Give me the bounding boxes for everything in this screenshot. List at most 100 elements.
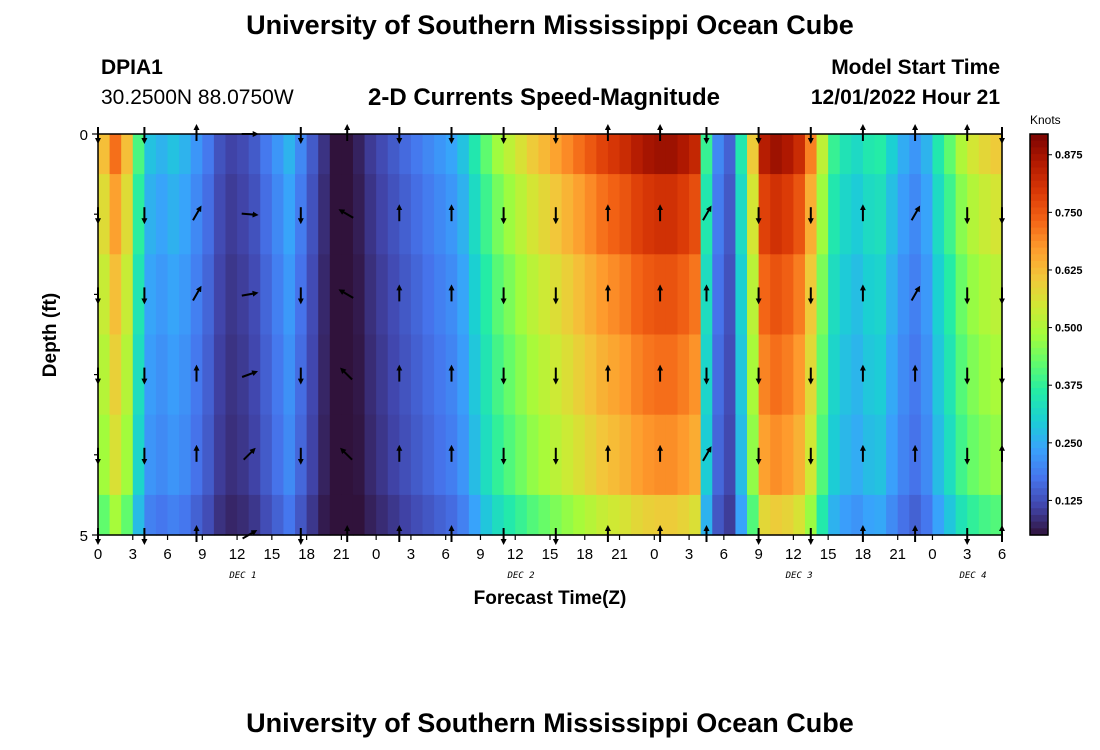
heatmap-cell (179, 494, 192, 536)
heatmap-cell (387, 494, 400, 536)
direction-arrow (338, 289, 354, 299)
direction-arrow (241, 370, 259, 378)
heatmap-cell (990, 334, 1003, 416)
colorbar-segment (1030, 294, 1048, 302)
heatmap-cell (967, 414, 980, 496)
x-tick-label: 12 (229, 546, 246, 563)
heatmap-cell (862, 134, 876, 175)
heatmap-cell (144, 254, 157, 336)
heatmap-cell (967, 134, 980, 175)
heatmap-cell (712, 174, 725, 255)
heatmap-cell (990, 494, 1003, 536)
colorbar-segment (1030, 200, 1048, 209)
heatmap-cell (758, 414, 771, 496)
colorbar-segment (1030, 220, 1048, 229)
chart-title: University of Southern Mississippi Ocean… (246, 10, 854, 40)
colorbar-segment (1030, 314, 1048, 322)
heatmap-cell (677, 174, 690, 255)
heatmap-cell (944, 174, 957, 255)
heatmap-cell (457, 254, 470, 336)
heatmap-cell (607, 334, 621, 416)
heatmap-cell (758, 334, 771, 416)
heatmap-cell (920, 494, 934, 536)
heatmap-cell (329, 254, 342, 336)
heatmap-cell (851, 414, 864, 496)
direction-arrow (340, 367, 353, 381)
heatmap-cell (816, 134, 829, 175)
colorbar-segment (1030, 147, 1048, 155)
heatmap-cell (920, 174, 934, 255)
heatmap-cell (213, 494, 227, 536)
heatmap-cell (399, 334, 412, 416)
x-tick-label: 15 (264, 546, 281, 563)
heatmap-cell (468, 414, 482, 496)
x-tick-label: 18 (298, 546, 315, 563)
heatmap-cell (770, 494, 783, 536)
heatmap-cell (202, 414, 215, 496)
heatmap-cell (167, 334, 180, 416)
colorbar-segment (1030, 307, 1048, 316)
heatmap-cell (781, 174, 794, 255)
heatmap-cell (503, 494, 516, 536)
heatmap-cell (132, 134, 145, 175)
heatmap-cell (550, 494, 563, 536)
x-tick-label: 0 (94, 546, 102, 563)
heatmap-cell (492, 134, 505, 175)
heatmap-cell (665, 414, 679, 496)
colorbar-segment (1030, 160, 1048, 169)
heatmap-cell (144, 134, 157, 175)
y-tick-label: 5 (80, 528, 88, 545)
heatmap-cell (132, 254, 145, 336)
colorbar-segment (1030, 287, 1048, 295)
heatmap-cell (793, 174, 806, 255)
heatmap-cell (410, 254, 424, 336)
heatmap-cell (758, 494, 771, 536)
heatmap-cell (770, 134, 783, 175)
colorbar-segment (1030, 321, 1048, 329)
heatmap-cell (306, 494, 319, 536)
x-tick-label: 12 (785, 546, 802, 563)
heatmap-cell (596, 494, 609, 536)
colorbar-segment (1030, 174, 1048, 182)
heatmap-cell (387, 254, 400, 336)
heatmap-cell (376, 174, 389, 255)
heatmap-cell (781, 494, 794, 536)
heatmap-cell (468, 334, 482, 416)
colorbar-segment (1030, 267, 1048, 275)
heatmap-cell (457, 174, 470, 255)
heatmap-cell (920, 134, 934, 175)
heatmap-cell (723, 494, 737, 536)
heatmap-cell (341, 134, 354, 175)
heatmap-cell (225, 254, 238, 336)
heatmap-cell (978, 254, 992, 336)
heatmap-cell (132, 334, 145, 416)
colorbar-tick-label: 0.250 (1055, 438, 1083, 450)
heatmap-cell (573, 494, 586, 536)
heatmap-cell (109, 334, 122, 416)
direction-arrow (910, 285, 921, 301)
heatmap-cell (237, 334, 250, 416)
direction-arrow (192, 285, 202, 301)
date-label: DEC 4 (958, 571, 986, 581)
heatmap-cell (712, 334, 725, 416)
heatmap-cell (990, 134, 1003, 175)
heatmap-cell (422, 334, 435, 416)
heatmap-cell (607, 174, 621, 255)
heatmap-cell (538, 494, 551, 536)
x-tick-label: 15 (542, 546, 559, 563)
colorbar-segment (1030, 494, 1048, 503)
heatmap-cell (410, 174, 424, 255)
heatmap-cell (967, 494, 980, 536)
direction-arrow (340, 447, 353, 461)
heatmap-cell (98, 174, 111, 255)
heatmap-cell (816, 494, 829, 536)
heatmap-cell (839, 174, 852, 255)
date-label: DEC 1 (228, 571, 256, 581)
heatmap-cell (584, 334, 597, 416)
heatmap-cell (990, 174, 1003, 255)
x-tick-label: 9 (198, 546, 206, 563)
heatmap-cell (155, 174, 169, 255)
heatmap-cell (237, 414, 250, 496)
heatmap-cell (132, 414, 145, 496)
